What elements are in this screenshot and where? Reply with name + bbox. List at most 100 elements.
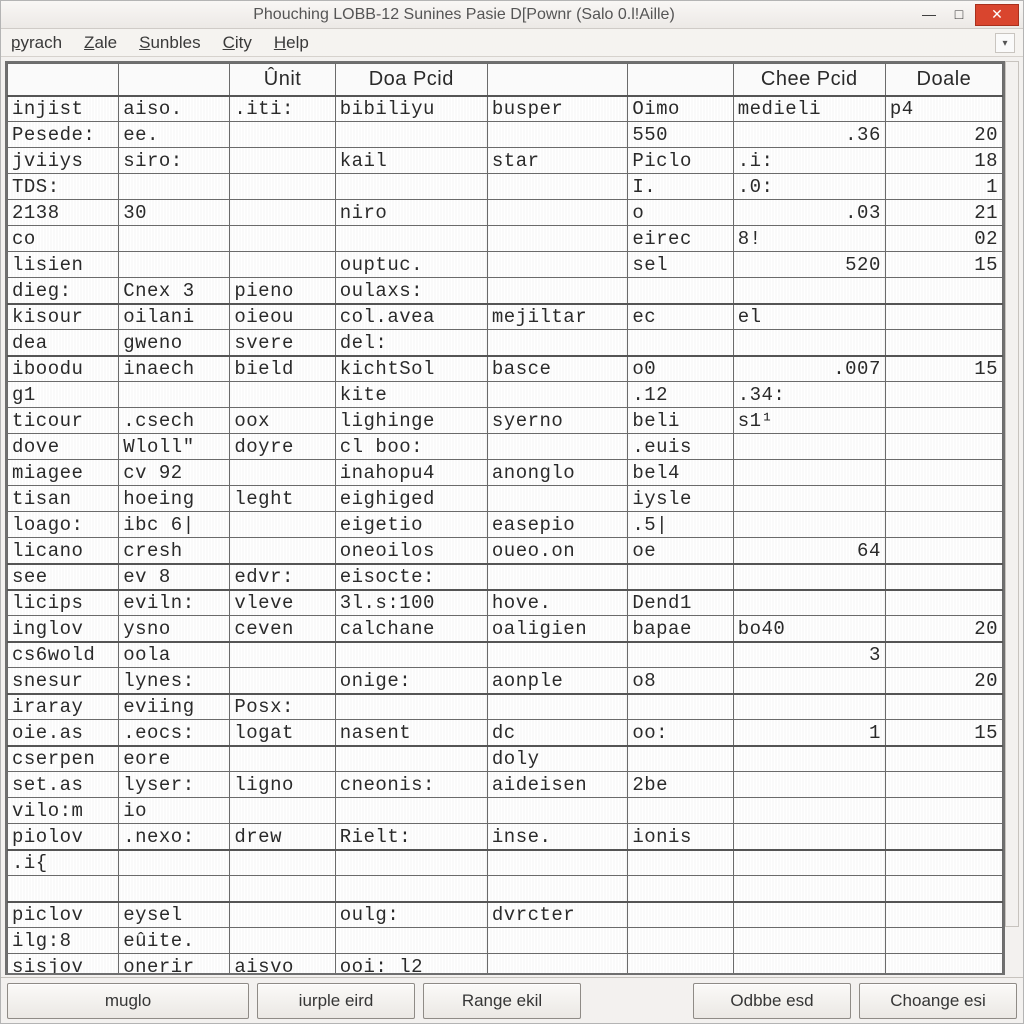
cell[interactable]: cresh: [119, 538, 230, 564]
cell[interactable]: [335, 850, 487, 876]
cell[interactable]: [230, 382, 335, 408]
cell[interactable]: [885, 382, 1002, 408]
cell[interactable]: oulg:: [335, 902, 487, 928]
cell[interactable]: piclov: [8, 902, 119, 928]
menu-item-sunbles[interactable]: Sunbles: [135, 31, 204, 55]
cell[interactable]: jviiys: [8, 148, 119, 174]
cell[interactable]: [487, 174, 627, 200]
cell[interactable]: gweno: [119, 330, 230, 356]
cell[interactable]: oulaxs:: [335, 278, 487, 304]
table-row[interactable]: tisanhoeingleghteighigediysle: [8, 486, 1003, 512]
table-row[interactable]: licipseviln:vleve3l.s:100hove.Dend1: [8, 590, 1003, 616]
cell[interactable]: Rielt:: [335, 824, 487, 850]
cell[interactable]: oneoilos: [335, 538, 487, 564]
table-row[interactable]: ibooduinaechbieldkichtSolbasceo0.00715: [8, 356, 1003, 382]
cell[interactable]: s1¹: [733, 408, 885, 434]
toolbar-button-4[interactable]: Odbbe esd: [693, 983, 851, 1019]
cell[interactable]: svere: [230, 330, 335, 356]
cell[interactable]: pieno: [230, 278, 335, 304]
cell[interactable]: [487, 122, 627, 148]
cell[interactable]: eirec: [628, 226, 733, 252]
cell[interactable]: [733, 434, 885, 460]
cell[interactable]: miagee: [8, 460, 119, 486]
cell[interactable]: [487, 850, 627, 876]
cell[interactable]: cneonis:: [335, 772, 487, 798]
cell[interactable]: Piclo: [628, 148, 733, 174]
cell[interactable]: .0:: [733, 174, 885, 200]
cell[interactable]: 550: [628, 122, 733, 148]
cell[interactable]: [733, 668, 885, 694]
cell[interactable]: [733, 876, 885, 902]
cell[interactable]: oaligien: [487, 616, 627, 642]
cell[interactable]: [119, 382, 230, 408]
column-header-7[interactable]: Doale: [885, 64, 1002, 96]
cell[interactable]: iraray: [8, 694, 119, 720]
table-row[interactable]: 213830niroo.0321: [8, 200, 1003, 226]
cell[interactable]: lighinge: [335, 408, 487, 434]
cell[interactable]: .12: [628, 382, 733, 408]
cell[interactable]: [885, 278, 1002, 304]
cell[interactable]: [230, 512, 335, 538]
cell[interactable]: [733, 798, 885, 824]
cell[interactable]: [885, 824, 1002, 850]
cell[interactable]: 15: [885, 356, 1002, 382]
cell[interactable]: kisour: [8, 304, 119, 330]
cell[interactable]: [885, 408, 1002, 434]
cell[interactable]: lisien: [8, 252, 119, 278]
toolbar-button-2[interactable]: Range ekil: [423, 983, 581, 1019]
cell[interactable]: cl boo:: [335, 434, 487, 460]
cell[interactable]: ceven: [230, 616, 335, 642]
cell[interactable]: sisjov: [8, 954, 119, 976]
cell[interactable]: ticour: [8, 408, 119, 434]
cell[interactable]: oilani: [119, 304, 230, 330]
cell[interactable]: Wloll": [119, 434, 230, 460]
cell[interactable]: [885, 954, 1002, 976]
cell[interactable]: injist: [8, 96, 119, 122]
cell[interactable]: io: [119, 798, 230, 824]
cell[interactable]: [230, 122, 335, 148]
cell[interactable]: sel: [628, 252, 733, 278]
cell[interactable]: inahopu4: [335, 460, 487, 486]
cell[interactable]: dvrcter: [487, 902, 627, 928]
cell[interactable]: [230, 252, 335, 278]
cell[interactable]: see: [8, 564, 119, 590]
menu-item-city[interactable]: City: [219, 31, 256, 55]
cell[interactable]: lyser:: [119, 772, 230, 798]
cell[interactable]: medieli: [733, 96, 885, 122]
column-header-5[interactable]: [628, 64, 733, 96]
toolbar-button-0[interactable]: muglo: [7, 983, 249, 1019]
cell[interactable]: [487, 200, 627, 226]
cell[interactable]: dea: [8, 330, 119, 356]
cell[interactable]: [487, 954, 627, 976]
cell[interactable]: [733, 772, 885, 798]
cell[interactable]: ev 8: [119, 564, 230, 590]
cell[interactable]: doyre: [230, 434, 335, 460]
cell[interactable]: licips: [8, 590, 119, 616]
table-row[interactable]: irarayeviingPosx:: [8, 694, 1003, 720]
cell[interactable]: kite: [335, 382, 487, 408]
cell[interactable]: [885, 642, 1002, 668]
cell[interactable]: bapae: [628, 616, 733, 642]
cell[interactable]: [885, 902, 1002, 928]
cell[interactable]: oie.as: [8, 720, 119, 746]
cell[interactable]: o8: [628, 668, 733, 694]
cell[interactable]: licano: [8, 538, 119, 564]
cell[interactable]: [628, 564, 733, 590]
cell[interactable]: [733, 954, 885, 976]
table-row[interactable]: oie.as.eocs:logatnasentdcoo:115: [8, 720, 1003, 746]
cell[interactable]: o: [628, 200, 733, 226]
table-row[interactable]: jviiyssiro:kailstarPiclo.i:18: [8, 148, 1003, 174]
cell[interactable]: cs6wold: [8, 642, 119, 668]
cell[interactable]: [230, 902, 335, 928]
table-row[interactable]: deagwenosveredel:: [8, 330, 1003, 356]
cell[interactable]: doly: [487, 746, 627, 772]
cell[interactable]: p4: [885, 96, 1002, 122]
cell[interactable]: dc: [487, 720, 627, 746]
cell[interactable]: eysel: [119, 902, 230, 928]
cell[interactable]: ysno: [119, 616, 230, 642]
cell[interactable]: .iti:: [230, 96, 335, 122]
cell[interactable]: [885, 876, 1002, 902]
cell[interactable]: [230, 174, 335, 200]
vertical-scrollbar[interactable]: [1005, 61, 1019, 927]
cell[interactable]: oe: [628, 538, 733, 564]
